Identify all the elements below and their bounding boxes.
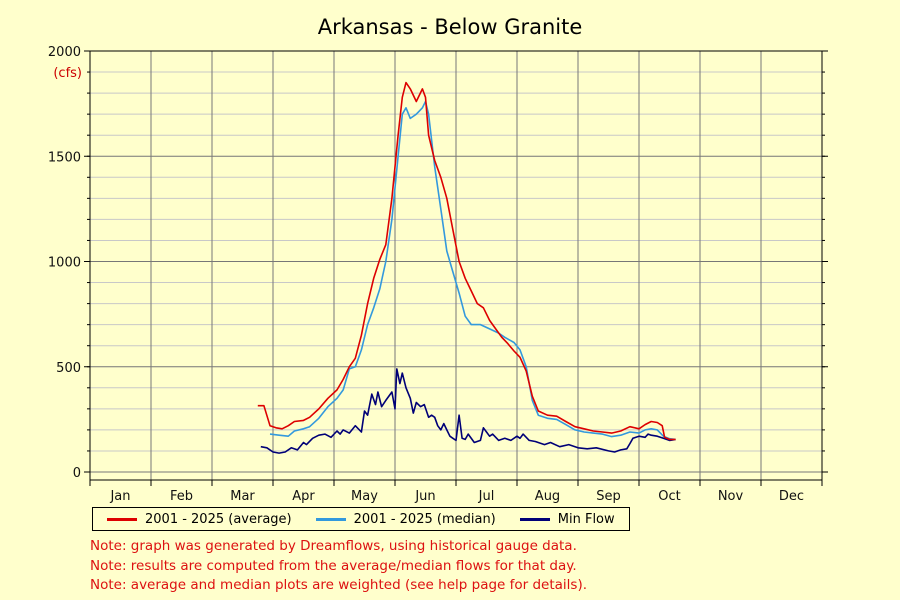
legend: 2001 - 2025 (average) 2001 - 2025 (media… [92,507,630,531]
y-tick-label: 500 [56,361,81,376]
legend-swatch-median [315,517,346,521]
grid [89,50,823,480]
notes: Note: graph was generated by Dreamflows,… [90,537,587,596]
legend-label-average: 2001 - 2025 (average) [145,511,292,527]
month-label: Apr [292,489,315,504]
y-tick-label: 0 [73,466,81,481]
y-tick-label: 1000 [48,256,81,271]
y-axis-unit: (cfs) [53,66,82,81]
month-label: Jan [109,489,130,504]
series-layer [257,81,676,454]
month-label: Nov [718,489,744,504]
y-tick-label: 2000 [48,45,81,60]
legend-label-min-flow: Min Flow [557,511,615,527]
axes: 0 500 1000 1500 2000 Jan Feb Mar Apr May Jun Jul Aug… [48,45,828,504]
month-label: May [351,489,378,504]
series-line-average [257,81,676,441]
month-label: Sep [596,489,621,504]
legend-label-median: 2001 - 2025 (median) [353,511,496,527]
note-line: Note: results are computed from the aver… [90,557,577,574]
legend-item-min-flow: Min Flow [519,511,615,527]
legend-item-average: 2001 - 2025 (average) [107,512,292,527]
month-label: Jun [414,489,435,504]
month-label: Feb [170,489,193,504]
note-line: Note: average and median plots are weigh… [90,577,588,593]
legend-swatch-min-flow [519,517,550,521]
month-label: Aug [535,489,560,504]
series-line-min-flow [260,368,676,454]
legend-swatch-average [107,517,137,521]
month-label: Dec [779,489,804,504]
month-label: Jul [478,489,495,504]
legend-item-median: 2001 - 2025 (median) [315,511,496,527]
month-label: Oct [658,489,680,504]
note-line: Note: graph was generated by Dreamflows,… [90,538,577,554]
chart-title: Arkansas - Below Granite [318,15,583,39]
month-label: Mar [230,489,255,504]
y-tick-label: 1500 [48,150,81,165]
series-line-median [269,100,676,441]
